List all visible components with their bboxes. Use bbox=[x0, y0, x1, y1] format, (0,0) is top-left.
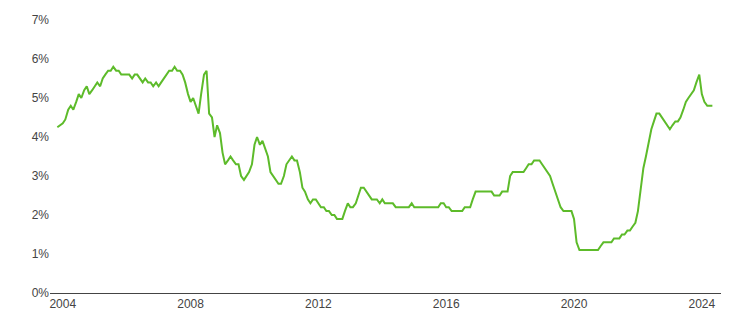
svg-text:2%: 2% bbox=[32, 208, 50, 222]
svg-text:2024: 2024 bbox=[688, 297, 715, 311]
svg-text:7%: 7% bbox=[32, 13, 50, 27]
svg-text:4%: 4% bbox=[32, 130, 50, 144]
svg-text:0%: 0% bbox=[32, 286, 50, 300]
svg-text:6%: 6% bbox=[32, 52, 50, 66]
svg-text:2020: 2020 bbox=[561, 297, 588, 311]
svg-text:5%: 5% bbox=[32, 91, 50, 105]
svg-text:2016: 2016 bbox=[433, 297, 460, 311]
svg-text:2004: 2004 bbox=[49, 297, 76, 311]
svg-text:2012: 2012 bbox=[305, 297, 332, 311]
svg-text:2008: 2008 bbox=[177, 297, 204, 311]
svg-text:1%: 1% bbox=[32, 247, 50, 261]
svg-text:3%: 3% bbox=[32, 169, 50, 183]
